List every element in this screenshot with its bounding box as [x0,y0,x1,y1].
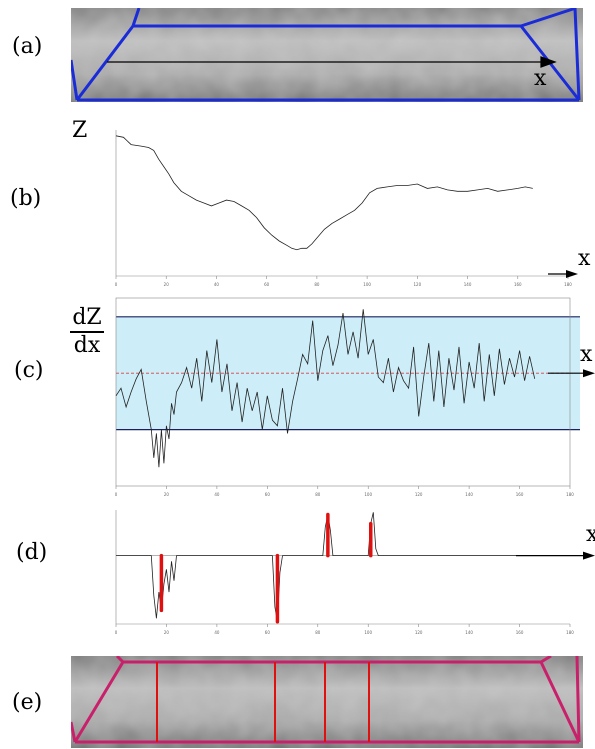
z-label-b: Z [72,118,88,143]
x-axis-arrowhead [583,551,595,560]
image-strip-a [71,8,583,102]
x-tick-label: 0 [115,630,118,634]
x-tick-label: 60 [264,282,270,287]
panel-label-d: (d) [16,540,48,565]
x-tick-label: 20 [164,492,170,497]
x-label-c: x [580,342,593,367]
series-line [116,512,545,622]
dz-dx-label: dZ dx [70,306,104,358]
x-tick-label: 40 [214,282,220,287]
x-tick-label: 140 [465,492,473,497]
chart-thresholded: 0 20 40 60 80 100 120 140 160 180 [115,510,595,634]
partition-lines [156,662,370,742]
x-tick-label: 140 [464,282,472,287]
x-tick-label: 160 [516,492,524,497]
panel-label-a: (a) [12,34,43,59]
x-axis-arrowhead [583,369,595,378]
x-tick-label: 160 [514,282,522,287]
dz-denominator: dx [73,333,101,358]
x-tick-label: 80 [315,492,321,497]
x-tick-label: 180 [566,492,574,497]
x-label-a: x [534,66,547,91]
x-tick-label: 80 [314,282,320,287]
x-arrow-a [107,56,557,68]
image-strip-e [71,656,583,748]
dz-numerator: dZ [72,305,102,330]
x-tick-label: 60 [265,630,271,634]
x-tick-label: 100 [364,492,372,497]
x-label-b: x [578,246,591,271]
strip-e-svg [71,656,583,748]
fraction-bar [70,331,104,333]
x-tick-label: 180 [566,630,574,634]
x-tick-label: 120 [415,492,423,497]
panel-label-e: (e) [12,690,43,715]
panel-label-c: (c) [14,358,44,383]
series-line [115,309,536,468]
x-tick-label: 40 [214,492,220,497]
x-tick-label: 40 [214,630,220,634]
strip-a-svg [71,8,583,102]
x-tick-label: 0 [115,282,118,287]
x-tick-label: 120 [414,282,422,287]
x-tick-label: 80 [315,630,321,634]
x-tick-label: 60 [265,492,271,497]
x-tick-label: 100 [364,630,372,634]
x-tick-label: 100 [363,282,371,287]
x-tick-label: 120 [415,630,423,634]
x-tick-label: 180 [564,282,572,287]
chart-derivative: 0 20 40 60 80 100 120 140 160 180 [115,297,595,497]
x-axis-arrowhead [566,270,578,278]
x-tick-label: 0 [115,492,118,497]
chart-height-profile: 0 20 40 60 80 100 120 140 160 180 [115,130,578,287]
plot-frame [115,297,571,487]
outline-red [71,656,581,744]
series-line [115,135,533,251]
x-tick-label: 160 [516,630,524,634]
panel-label-b: (b) [10,186,42,211]
x-tick-label: 20 [164,282,170,287]
outline-blue [71,8,581,102]
x-label-d: x [586,522,595,547]
x-tick-label: 140 [465,630,473,634]
x-tick-label: 20 [164,630,170,634]
